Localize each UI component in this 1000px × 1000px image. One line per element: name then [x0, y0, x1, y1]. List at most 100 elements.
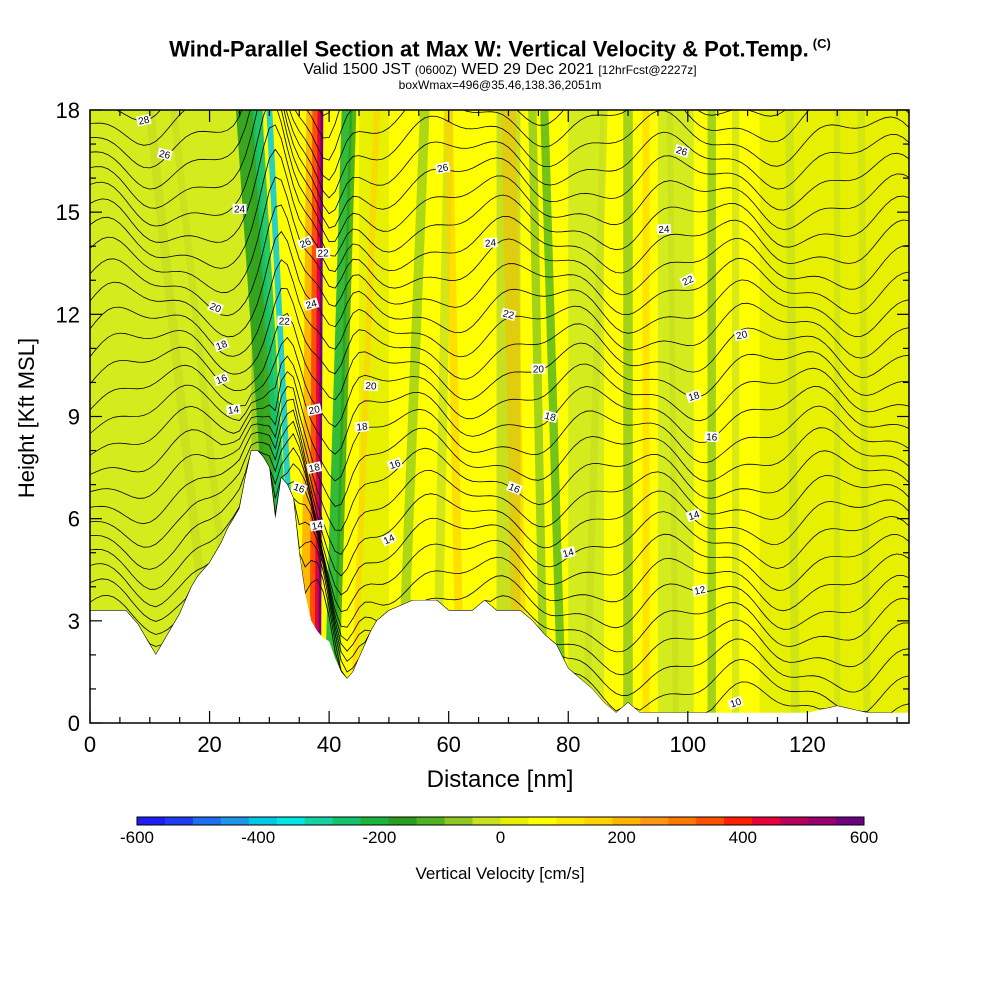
velocity-band: [666, 110, 679, 723]
contour-label: 24: [483, 237, 498, 250]
contour-label: 28: [135, 113, 152, 128]
contour-label: 20: [207, 300, 224, 316]
contour-label-bg: [704, 431, 719, 443]
x-tick-label: 0: [84, 732, 96, 757]
colorbar-swatch: [192, 817, 222, 825]
contour-label-text: 14: [227, 405, 240, 417]
contour-label-text: 10: [729, 696, 744, 710]
contour-label-bg: [483, 237, 498, 249]
contour-label-text: 14: [382, 532, 397, 547]
y-axis-label: Height [Kft MSL]: [14, 337, 39, 499]
x-tick-label: 60: [436, 732, 460, 757]
contour-label: 24: [303, 297, 320, 312]
valid-utc: (0600Z): [414, 63, 457, 77]
contour-label-bg: [296, 235, 314, 251]
contour-label: 18: [213, 337, 230, 353]
contour-label-bg: [277, 315, 292, 327]
colorbar-tick-label: 200: [607, 828, 635, 847]
field-zone: [496, 110, 521, 723]
colorbar-swatch: [640, 817, 669, 825]
colorbar-swatch: [388, 817, 418, 825]
contour-label-text: 20: [308, 404, 322, 417]
terrain-mask: [90, 450, 909, 723]
contour-label-bg: [315, 247, 331, 259]
contour-label: 22: [679, 272, 697, 289]
theta-contour: [90, 110, 909, 215]
velocity-band: [396, 110, 430, 723]
contour-label-bg: [354, 420, 370, 433]
contour-label-text: 26: [298, 236, 313, 251]
contour-label-bg: [685, 508, 703, 523]
colorbar-swatch: [696, 817, 725, 825]
velocity-band: [145, 110, 220, 723]
colorbar: -600 -400 -200 0 200 400 600: [120, 816, 878, 847]
colorbar-tick-label: -400: [241, 828, 275, 847]
contour-label-text: 18: [215, 339, 230, 353]
theta-contour: [90, 287, 909, 380]
contour-label-bg: [207, 300, 224, 315]
contour-label-text: 18: [543, 411, 557, 424]
theta-contour: [90, 204, 909, 317]
contour-label-text: 22: [317, 248, 329, 259]
colorbar-tick-label: -200: [362, 828, 396, 847]
theta-contour: [90, 110, 909, 243]
contour-label-bg: [679, 272, 697, 288]
y-tick-label: 0: [68, 711, 80, 736]
field-zone: [759, 110, 909, 723]
contour-label: 26: [434, 161, 451, 175]
colorbar-swatch: [752, 817, 781, 825]
contour-label-bg: [309, 519, 325, 532]
contour-label: 14: [685, 508, 703, 523]
contour-label-text: 16: [388, 458, 402, 472]
contour-label: 22: [315, 247, 331, 260]
contour-label-bg: [363, 380, 379, 392]
theta-contour: [90, 420, 909, 577]
contour-label-text: 16: [215, 373, 230, 387]
x-tick-label: 80: [556, 732, 580, 757]
contour-label-text: 22: [681, 274, 696, 289]
colorbar-swatch: [836, 817, 865, 825]
contour-label-bg: [542, 409, 559, 424]
x-tick-label: 20: [197, 732, 221, 757]
colorbar-swatch: [724, 817, 753, 825]
theta-contour: [90, 110, 909, 229]
colorbar-title: Vertical Velocity [cm/s]: [415, 864, 585, 883]
y-tick-label: 12: [56, 302, 80, 327]
contour-label: 18: [306, 461, 323, 475]
copyright-mark: (C): [812, 36, 831, 51]
contour-label-bg: [306, 403, 323, 417]
theta-contour: [90, 371, 909, 482]
contour-label: 20: [531, 363, 546, 375]
contour-label: 14: [309, 519, 325, 533]
contour-label-bg: [673, 143, 691, 158]
contour-label-bg: [290, 480, 308, 496]
contour-label: 12: [691, 583, 708, 598]
contour-label-bg: [386, 457, 404, 472]
velocity-band: [642, 110, 650, 723]
theta-contour: [90, 110, 909, 181]
valid-prefix: Valid 1500 JST: [303, 61, 411, 78]
contour-label-text: 16: [292, 482, 307, 496]
contour-label-text: 26: [436, 162, 450, 175]
contour-label-text: 26: [158, 149, 172, 162]
contour-label-bg: [691, 583, 708, 597]
theta-contour-labels: 2826242018161422262224201816142018161426…: [135, 113, 750, 711]
contour-label-text: 12: [693, 585, 706, 598]
velocity-band: [707, 110, 716, 723]
colorbar-frame: [136, 816, 865, 826]
theta-contour: [90, 312, 909, 401]
contour-label-text: 18: [308, 462, 322, 475]
theta-contour: [90, 259, 909, 359]
contour-label: 24: [232, 203, 247, 215]
x-axis-label: Distance [nm]: [426, 766, 574, 793]
contour-label-bg: [213, 371, 230, 387]
contour-label: 10: [727, 695, 744, 711]
contour-label: 26: [156, 147, 173, 162]
colorbar-swatch: [528, 817, 557, 825]
forecast-info: [12hrFcst@2227z]: [598, 63, 697, 77]
colorbar-swatch: [500, 817, 529, 825]
velocity-band: [501, 110, 528, 723]
contour-label-bg: [531, 363, 546, 374]
contour-label: 16: [704, 431, 719, 444]
contour-label: 20: [363, 380, 379, 393]
